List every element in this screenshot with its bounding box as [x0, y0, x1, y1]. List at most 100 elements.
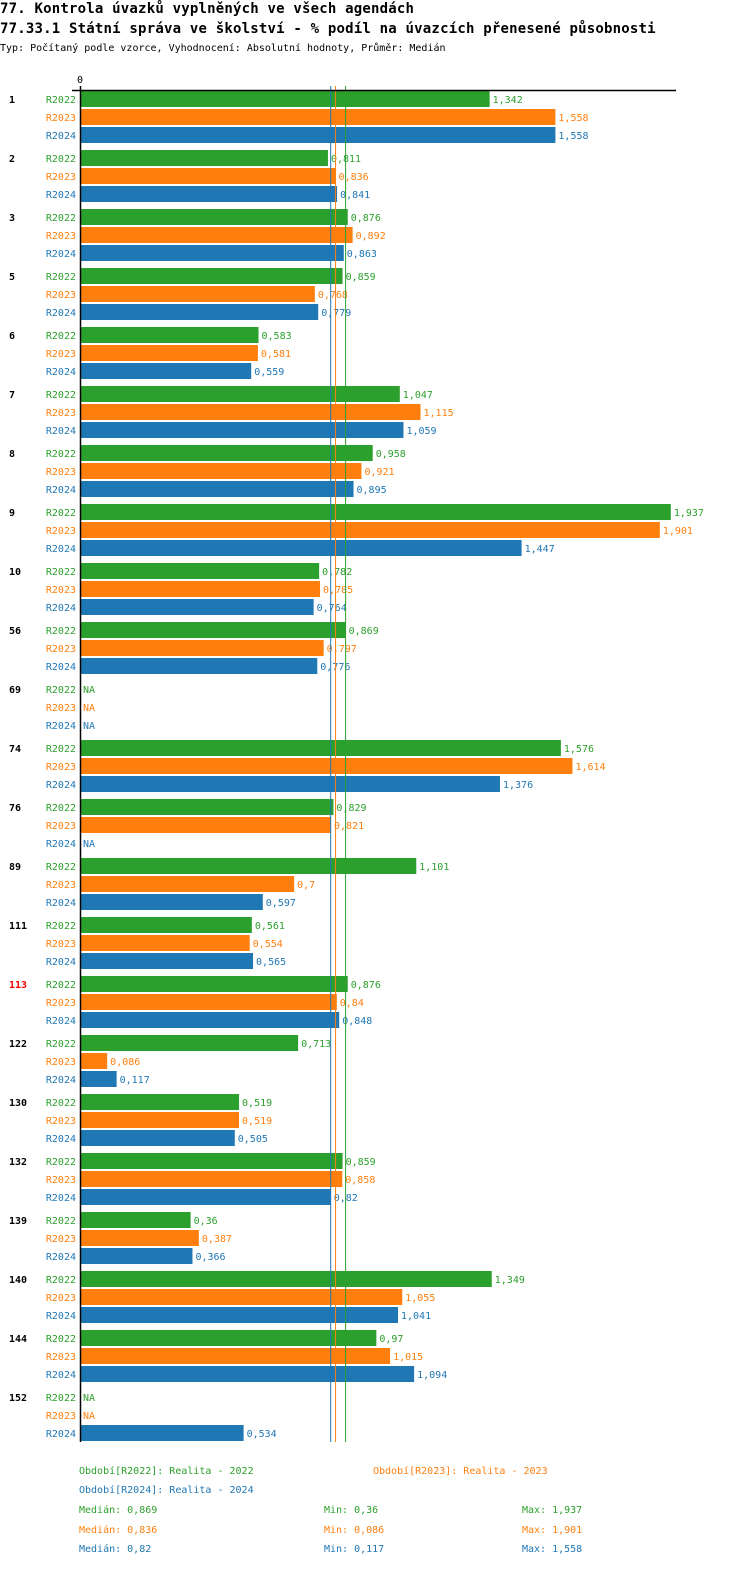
value-label: 0,764 — [317, 603, 347, 614]
value-label: 0,7 — [297, 880, 315, 891]
series-label: R2024 — [46, 1075, 76, 1086]
value-label: 0,829 — [336, 803, 366, 814]
bar-r2023 — [81, 1053, 108, 1069]
series-label: R2024 — [46, 544, 76, 555]
stat-median-r2023: Medián: 0,836 — [79, 1525, 158, 1536]
value-label: 1,349 — [495, 1275, 525, 1286]
series-label: R2023 — [46, 1234, 76, 1245]
legend-r2022: Období[R2022]: Realita - 2022 — [79, 1466, 254, 1477]
series-label: R2024 — [46, 1311, 76, 1322]
bar-r2024 — [81, 481, 354, 497]
bar-r2023 — [81, 758, 573, 774]
subtitle: Typ: Počítaný podle vzorce, Vyhodnocení:… — [0, 43, 446, 54]
stat-max-r2024: Max: 1,558 — [522, 1544, 583, 1555]
bar-r2024 — [81, 1130, 235, 1146]
bar-r2024 — [81, 1071, 117, 1087]
group-label: 111 — [9, 921, 27, 932]
series-label: R2022 — [46, 567, 76, 578]
bar-r2022 — [81, 1035, 299, 1051]
legend-r2024: Období[R2024]: Realita - 2024 — [79, 1485, 254, 1496]
series-label: R2023 — [46, 939, 76, 950]
value-label: 0,597 — [266, 898, 296, 909]
bar-r2022 — [81, 740, 561, 756]
series-label: R2024 — [46, 839, 76, 850]
stat-min-r2022: Min: 0,36 — [324, 1505, 379, 1516]
series-label: R2022 — [46, 1334, 76, 1345]
bar-r2023 — [81, 581, 321, 597]
stat-median-r2024: Medián: 0,82 — [79, 1544, 152, 1555]
bar-r2023 — [81, 109, 556, 125]
series-label: R2024 — [46, 603, 76, 614]
series-label: R2024 — [46, 1016, 76, 1027]
series-label: R2024 — [46, 367, 76, 378]
series-label: R2022 — [46, 1275, 76, 1286]
bar-r2022 — [81, 268, 343, 284]
value-label: 0,565 — [256, 957, 286, 968]
series-label: R2023 — [46, 290, 76, 301]
bar-r2022 — [81, 622, 346, 638]
value-label: 0,841 — [340, 190, 370, 201]
bar-r2022 — [81, 386, 400, 402]
value-label: 0,519 — [242, 1116, 272, 1127]
series-label: R2023 — [46, 231, 76, 242]
group-label: 89 — [9, 862, 21, 873]
series-label: R2022 — [46, 862, 76, 873]
group-label: 113 — [9, 980, 27, 991]
bar-r2024 — [81, 1307, 398, 1323]
value-label: 1,055 — [405, 1293, 435, 1304]
series-label: R2024 — [46, 957, 76, 968]
value-label: 1,576 — [564, 744, 594, 755]
value-label: 1,047 — [403, 390, 433, 401]
group-label: 122 — [9, 1039, 27, 1050]
bar-r2024 — [81, 1425, 244, 1441]
legend-r2023: Období[R2023]: Realita - 2023 — [373, 1466, 548, 1477]
series-label: R2022 — [46, 1098, 76, 1109]
value-label: 0,892 — [356, 231, 386, 242]
group-label: 139 — [9, 1216, 27, 1227]
bar-r2022 — [81, 445, 373, 461]
group-label: 5 — [9, 272, 15, 283]
bar-r2022 — [81, 327, 259, 343]
bar-r2023 — [81, 463, 362, 479]
series-label: R2022 — [46, 626, 76, 637]
series-label: R2024 — [46, 131, 76, 142]
bar-r2023 — [81, 817, 331, 833]
series-label: R2024 — [46, 1370, 76, 1381]
value-label: 0,859 — [346, 1157, 376, 1168]
bar-r2024 — [81, 363, 252, 379]
bar-r2022 — [81, 504, 671, 520]
group-label: 7 — [9, 390, 15, 401]
series-label: R2023 — [46, 349, 76, 360]
series-label: R2024 — [46, 1193, 76, 1204]
group-label: 3 — [9, 213, 15, 224]
bar-r2024 — [81, 1189, 331, 1205]
stat-min-r2024: Min: 0,117 — [324, 1544, 385, 1555]
value-label: 0,583 — [262, 331, 292, 342]
value-label: 0,559 — [254, 367, 284, 378]
value-label: 1,558 — [558, 113, 588, 124]
value-label: 1,447 — [525, 544, 555, 555]
group-label: 69 — [9, 685, 21, 696]
group-label: 152 — [9, 1393, 27, 1404]
bar-r2023 — [81, 404, 421, 420]
value-label: 1,015 — [393, 1352, 423, 1363]
bar-r2022 — [81, 1212, 191, 1228]
value-label: 0,848 — [342, 1016, 372, 1027]
group-label: 74 — [9, 744, 21, 755]
bar-r2024 — [81, 540, 522, 556]
series-label: R2023 — [46, 703, 76, 714]
value-label: 1,101 — [419, 862, 449, 873]
bar-r2024 — [81, 304, 319, 320]
value-label: 1,558 — [558, 131, 588, 142]
stat-median-r2022: Medián: 0,869 — [79, 1505, 158, 1516]
value-label: 0,713 — [301, 1039, 331, 1050]
bar-r2022 — [81, 209, 348, 225]
value-label: 1,614 — [575, 762, 605, 773]
group-label: 132 — [9, 1157, 27, 1168]
group-label: 76 — [9, 803, 21, 814]
bar-r2022 — [81, 976, 348, 992]
series-label: R2023 — [46, 821, 76, 832]
bar-r2022 — [81, 1094, 240, 1110]
series-label: R2024 — [46, 426, 76, 437]
title-indicator: 77.33.1 Státní správa ve školství - % po… — [0, 21, 656, 37]
